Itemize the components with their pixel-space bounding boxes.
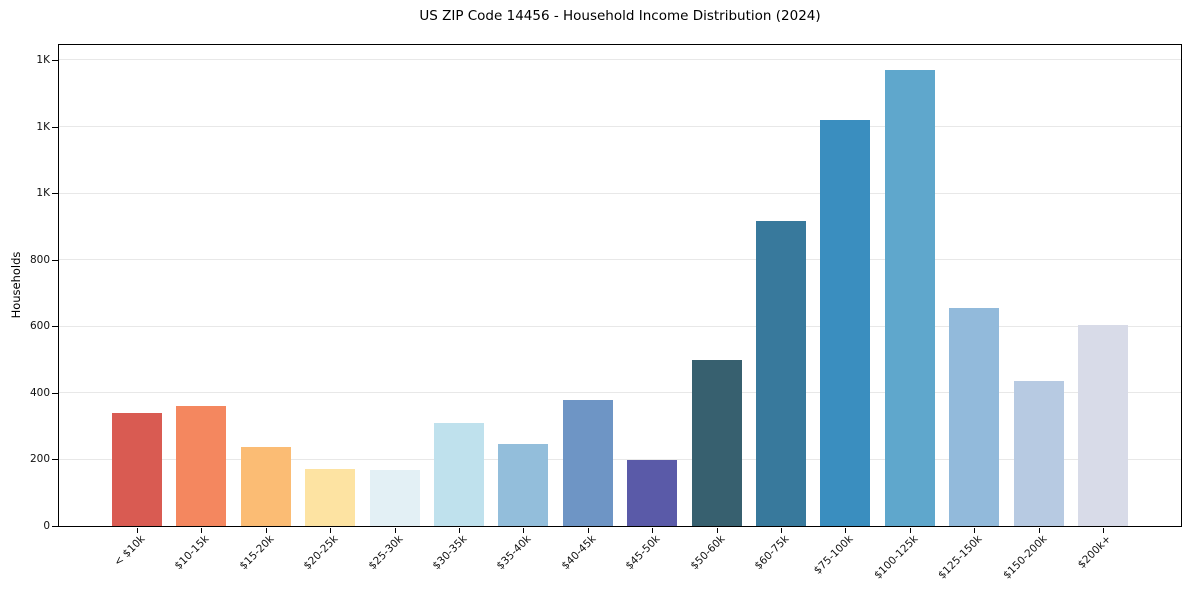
bar-$45-50k — [627, 460, 678, 526]
y-tick-mark — [52, 193, 58, 195]
x-tick-mark — [1103, 528, 1104, 533]
y-tick-label: 800 — [29, 253, 50, 266]
y-tick-label: 0 — [43, 520, 50, 532]
x-tick-mark — [587, 528, 589, 533]
bar-$35-40k — [498, 444, 549, 526]
bar-$50-60k — [691, 359, 742, 526]
bar-$200k+ — [1078, 325, 1128, 526]
y-tick-label: 400 — [29, 386, 50, 399]
bar-$60-75k — [756, 221, 806, 526]
x-tick-mark — [523, 528, 525, 533]
y-tick-mark — [52, 59, 58, 61]
bar-$30-35k — [434, 422, 484, 526]
y-tick-mark — [52, 126, 58, 128]
y-tick-label: 1K — [36, 120, 50, 133]
y-tick-mark — [52, 526, 58, 527]
chart-title: US ZIP Code 14456 - Household Income Dis… — [419, 8, 821, 24]
y-tick-label: 1K — [36, 53, 50, 66]
x-tick-mark — [909, 528, 911, 533]
y-tick-label: 1K — [36, 187, 50, 200]
x-tick-mark — [716, 528, 718, 533]
x-tick-mark — [974, 528, 976, 533]
y-tick-mark — [52, 259, 58, 261]
bar-$20-25k — [305, 469, 356, 526]
bar-$15-20k — [240, 447, 291, 526]
gridline — [59, 192, 1181, 194]
gridline — [59, 259, 1181, 261]
gridline — [59, 59, 1181, 61]
bar-< $10k — [112, 412, 162, 526]
x-tick-mark — [1038, 528, 1040, 533]
bar-$150-200k — [1013, 380, 1064, 526]
x-tick-mark — [137, 528, 138, 533]
x-tick-mark — [652, 528, 654, 533]
gridline — [59, 458, 1181, 460]
y-tick-label: 200 — [29, 453, 50, 466]
bar-$25-30k — [369, 470, 420, 526]
bar-$40-45k — [562, 400, 613, 526]
x-tick-mark — [394, 528, 396, 533]
x-tick-mark — [845, 528, 847, 533]
y-tick-mark — [52, 392, 58, 394]
bar-$100-125k — [884, 69, 935, 526]
x-tick-mark — [459, 528, 460, 533]
x-tick-mark — [330, 528, 332, 533]
plot-area — [58, 44, 1182, 527]
x-tick-mark — [781, 528, 782, 533]
bar-$75-100k — [820, 119, 871, 526]
x-tick-mark — [201, 528, 203, 533]
x-tick-mark — [265, 528, 267, 533]
gridline — [59, 126, 1181, 128]
y-tick-mark — [52, 459, 58, 461]
bar-$125-150k — [949, 307, 1000, 526]
gridline — [59, 325, 1181, 327]
y-tick-mark — [52, 326, 58, 328]
gridline — [59, 392, 1181, 394]
bar-$10-15k — [176, 406, 227, 526]
x-tick-label: < $10k — [111, 533, 148, 569]
y-tick-label: 600 — [29, 320, 50, 333]
